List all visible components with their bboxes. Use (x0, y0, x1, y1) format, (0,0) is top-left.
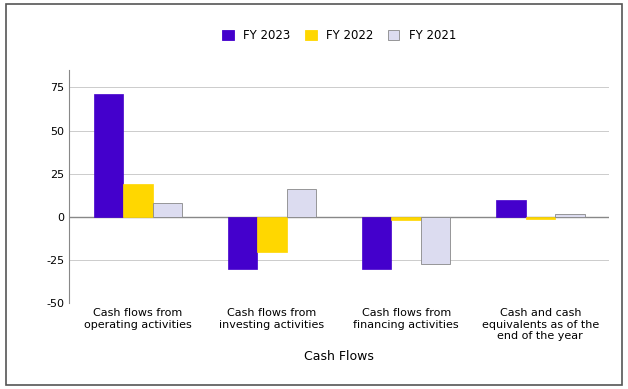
Bar (391, 217, 421, 221)
Bar (421, 217, 450, 264)
Bar (228, 217, 257, 269)
Bar (153, 203, 182, 217)
Legend: FY 2023, FY 2022, FY 2021: FY 2023, FY 2022, FY 2021 (217, 25, 461, 47)
Bar (257, 217, 287, 252)
Bar (362, 217, 391, 269)
Bar (555, 214, 585, 217)
Bar (496, 200, 526, 217)
Bar (123, 184, 153, 217)
X-axis label: Cash Flows: Cash Flows (304, 350, 374, 363)
Bar (94, 94, 123, 217)
Bar (526, 217, 555, 219)
Bar (287, 189, 317, 217)
